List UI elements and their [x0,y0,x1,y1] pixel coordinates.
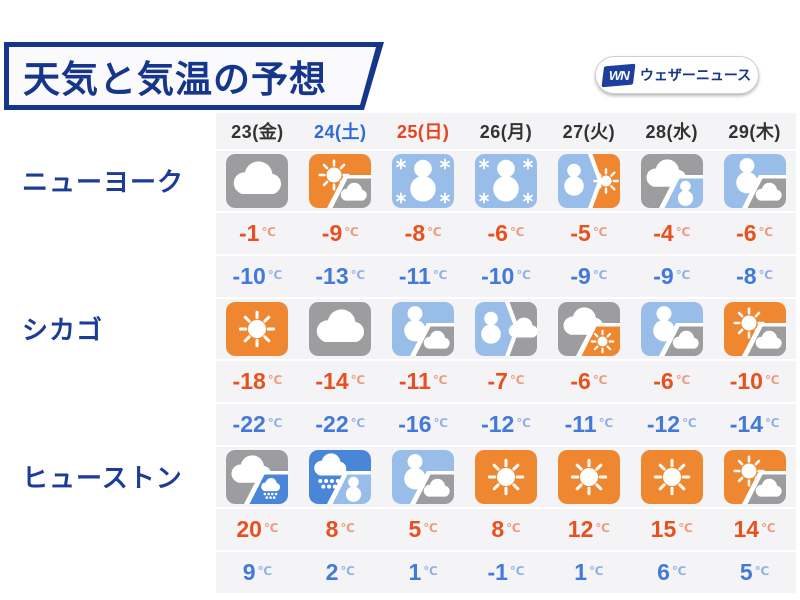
row-label-cell [0,254,216,297]
city-label: ニューヨーク [22,166,185,197]
date-header: 27(火) [562,122,616,142]
date-header: 26(月) [479,122,533,142]
row-label-cell [0,402,216,445]
low-temp: 1 ℃ [574,559,604,585]
page-title-inner: 天気と気温の予想 [9,47,376,105]
high-temp: -10 ℃ [729,368,780,394]
high-temp: 15 ℃ [650,516,693,542]
low-temp: -9 ℃ [653,263,691,289]
high-temp: 12 ℃ [567,516,610,542]
low-temp: -12 ℃ [481,411,531,437]
high-temp: 14 ℃ [733,516,776,542]
low-temp: -13 ℃ [315,263,366,289]
low-temp: -16 ℃ [398,411,449,437]
weather-icon-sunny [465,447,548,507]
low-temp: -9 ℃ [570,263,608,289]
date-header: 29(木) [728,122,781,142]
wn-logo-icon: WN [601,63,636,87]
weather-icon-cloudy [216,151,299,211]
date-header: 25(日) [396,122,450,142]
weather-icon-snow-then-cloudy [713,151,796,211]
weather-icon-sunny [630,447,713,507]
weather-icon-cloudy-then-sunny [547,299,630,359]
weather-icon-snow-then-sunny [547,151,630,211]
high-temp: 5 ℃ [408,516,438,542]
low-temp: 1 ℃ [408,559,438,585]
weather-icon-sunny [216,299,299,359]
high-temp: -6 ℃ [653,368,691,394]
high-temp: -11 ℃ [398,368,448,394]
low-temp: -11 ℃ [398,263,448,289]
low-temp: 9 ℃ [242,559,273,585]
city-label: ヒューストン [22,462,183,493]
low-temp: -22 ℃ [315,411,366,437]
low-temp: 6 ℃ [657,559,687,585]
date-header: 28(水) [645,122,698,142]
city-label: シカゴ [22,314,104,345]
page-title: 天気と気温の予想 [4,42,384,110]
low-temp: 2 ℃ [325,559,355,585]
logo-label: ウェザーニュース [639,67,752,83]
weather-icon-cloudy-then-snow [630,151,713,211]
row-label-cell [0,359,216,402]
high-temp: -8 ℃ [404,220,442,246]
low-temp: -14 ℃ [729,411,780,437]
weather-icon-sunny-then-cloudy [713,447,796,507]
row-label-cell: ニューヨーク [0,149,216,211]
weather-icon-snow-then-cloudy [382,299,465,359]
high-temp: 8 ℃ [325,516,355,542]
low-temp: -10 ℃ [481,263,531,289]
row-label-cell [0,507,216,550]
high-temp: 20 ℃ [236,516,279,542]
weather-icon-sunny-then-cloudy [713,299,796,359]
low-temp: -1 ℃ [487,559,525,585]
low-temp: -8 ℃ [736,263,774,289]
weather-icon-snow [382,151,465,211]
high-temp: -6 ℃ [570,368,608,394]
high-temp: -6 ℃ [487,220,525,246]
weather-icon-snow-then-cloudy-split [465,299,548,359]
weather-icon-cloudy [299,299,382,359]
high-temp: -5 ℃ [570,220,608,246]
high-temp: -6 ℃ [736,220,774,246]
low-temp: -12 ℃ [646,411,697,437]
weathernews-logo[interactable]: WN ウェザーニュース [595,56,759,94]
weather-icon-cloudy-then-rain [216,447,299,507]
forecast-table: 23(金) 24(土) 25(日) 26(月) 27(火) 28(水) 29(木) ニューヨー… [0,113,796,593]
high-temp: -9 ℃ [321,220,359,246]
weather-icon-sunny [547,447,630,507]
row-label-cell: ヒューストン [0,445,216,507]
low-temp: -11 ℃ [564,411,614,437]
high-temp: -1 ℃ [238,220,276,246]
weather-icon-sunny-then-cloudy [299,151,382,211]
date-header: 24(土) [314,122,367,142]
high-temp: 8 ℃ [491,516,521,542]
high-temp: -7 ℃ [487,368,525,394]
weather-icon-snow-then-cloudy [382,447,465,507]
low-temp: -22 ℃ [232,411,283,437]
date-header: 23(金) [231,122,284,142]
weather-icon-rain-then-snow [299,447,382,507]
high-temp: -4 ℃ [653,220,691,246]
row-label-cell: シカゴ [0,297,216,359]
weather-icon-snow [465,151,548,211]
row-label-cell [0,211,216,254]
page-title-text: 天気と気温の予想 [23,59,327,100]
low-temp: 5 ℃ [739,559,770,585]
low-temp: -10 ℃ [232,263,283,289]
high-temp: -14 ℃ [315,368,366,394]
high-temp: -18 ℃ [232,368,283,394]
weather-icon-snow-then-cloudy [630,299,713,359]
row-label-cell [0,550,216,593]
row-label-cell [0,113,216,149]
